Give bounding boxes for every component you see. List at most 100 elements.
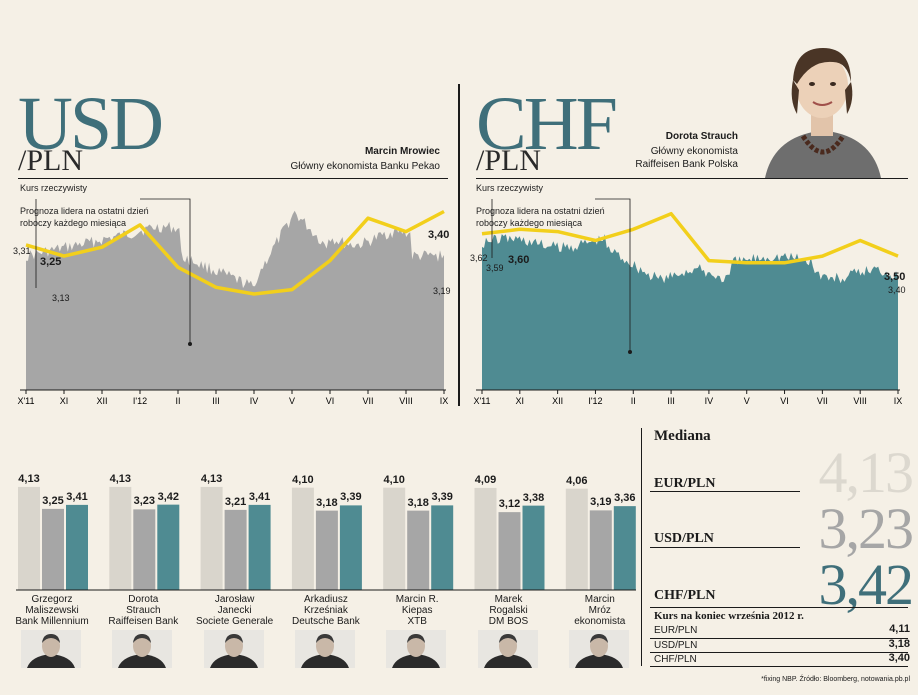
bar-value-label: 3,12 xyxy=(498,498,521,511)
bar-eur xyxy=(18,486,40,590)
chf-pln-chart: X'11 XI XII I'12 II III IV V VI VII VIII IX xyxy=(473,198,903,406)
chf-legend-actual: Kurs rzeczywisty xyxy=(476,183,544,193)
bar-value-label: 4,13 xyxy=(109,472,131,485)
chf-legend-forecast-2: roboczy każdego miesiąca xyxy=(476,218,583,228)
median-usd-label: USD/PLN xyxy=(654,531,714,546)
forecaster-portrait xyxy=(477,630,538,668)
usd-tick-label: VII xyxy=(362,396,373,406)
usd-tick-label: X'11 xyxy=(17,396,34,406)
bar-usd xyxy=(407,510,430,590)
median-usd-value: 3,23 xyxy=(818,496,914,561)
bar-usd xyxy=(133,509,156,590)
bar-usd xyxy=(589,510,612,590)
chf-legend-leader-forecast xyxy=(595,198,631,352)
usd-ann-end-forecast: 3,40 xyxy=(428,229,450,241)
chf-tick-label: IX xyxy=(894,396,903,406)
eom-chf-value: 3,40 xyxy=(888,652,910,664)
forecaster-portrait xyxy=(21,630,81,668)
usd-tick-label: III xyxy=(212,396,220,406)
usd-legend-forecast-2: roboczy każdego miesiąca xyxy=(20,218,127,228)
bar-usd xyxy=(224,509,247,590)
forecaster-name: Jarosław Janecki Societe Generale xyxy=(195,594,274,627)
eom-usd-label: USD/PLN xyxy=(654,640,698,651)
median-eur-value: 4,13 xyxy=(818,440,914,505)
bar-eur xyxy=(291,487,314,590)
bar-usd xyxy=(498,512,521,590)
chf-tick-label: II xyxy=(631,396,636,406)
usd-ann-start-actual: 3,31 xyxy=(13,246,31,256)
bar-value-label: 3,41 xyxy=(66,490,88,503)
usd-legend-actual: Kurs rzeczywisty xyxy=(20,183,88,193)
bar-value-label: 4,13 xyxy=(18,472,40,485)
usd-economist-role: Główny ekonomista Banku Pekao xyxy=(290,161,440,172)
usd-tick-label: IV xyxy=(250,396,259,406)
chf-leader-end-dot xyxy=(628,350,632,354)
bar-value-label: 4,09 xyxy=(474,473,497,486)
chf-economist-name: Dorota Strauch xyxy=(665,131,738,142)
usd-actual-rate-area xyxy=(26,210,444,390)
bar-value-label: 3,41 xyxy=(248,490,271,503)
forecaster-portrait xyxy=(294,630,355,668)
usd-tick-label: II xyxy=(175,396,180,406)
end-of-month-title: Kurs na koniec września 2012 r. xyxy=(654,610,804,622)
eom-eur-label: EUR/PLN xyxy=(654,625,698,636)
forecaster-name: Marek Rogalski DM BOS xyxy=(488,594,529,627)
bar-value-label: 3,18 xyxy=(407,496,429,509)
chf-tick-label: IV xyxy=(705,396,714,406)
bar-value-label: 3,39 xyxy=(431,491,453,504)
bar-value-label: 3,19 xyxy=(590,496,612,509)
chf-tick-label: XII xyxy=(552,396,563,406)
bar-value-label: 3,39 xyxy=(340,491,362,504)
usd-tick-label: I'12 xyxy=(133,396,147,406)
bar-chf xyxy=(248,504,271,590)
eom-chf-label: CHF/PLN xyxy=(654,654,697,665)
chf-forecast-line xyxy=(481,211,899,265)
bar-chf xyxy=(522,505,545,590)
usd-leader-end-dot xyxy=(188,342,192,346)
median-chf-label: CHF/PLN xyxy=(654,588,716,603)
bar-value-label: 3,42 xyxy=(157,490,179,503)
usd-ann-end-actual: 3,19 xyxy=(433,286,451,296)
usd-tick-label: VI xyxy=(326,396,335,406)
chf-economist-role-1: Główny ekonomista xyxy=(650,146,738,157)
source-footnote: *fixing NBP. Źródło: Bloomberg, notowani… xyxy=(761,676,910,683)
bar-value-label: 4,06 xyxy=(566,474,588,487)
chf-legend-forecast-1: Prognoza lidera na ostatni dzień xyxy=(476,206,605,216)
economist-portrait xyxy=(745,40,900,178)
usd-tick-label: IX xyxy=(440,396,449,406)
bar-eur xyxy=(474,487,497,590)
chf-tick-label: VI xyxy=(780,396,789,406)
median-chf-value: 3,42 xyxy=(818,552,914,617)
eom-eur-value: 4,11 xyxy=(889,623,910,635)
bar-usd xyxy=(42,508,64,590)
forecaster-portrait xyxy=(386,630,447,668)
bar-value-label: 3,21 xyxy=(224,495,247,508)
chf-economist-role-2: Raiffeisen Bank Polska xyxy=(635,159,738,170)
bar-eur xyxy=(565,488,588,590)
bar-eur xyxy=(200,486,223,590)
forecaster-name: Marcin R. Kiepas XTB xyxy=(395,594,439,627)
forecaster-portrait xyxy=(203,630,264,668)
usd-forecast-line xyxy=(25,209,445,296)
usd-legend-leader-forecast xyxy=(140,198,191,344)
chf-pair-label: /PLN xyxy=(476,144,542,177)
chf-tick-label: VIII xyxy=(853,396,867,406)
bar-value-label: 3,18 xyxy=(316,496,338,509)
forecaster-name: Grzegorz Maliszewski Bank Millennium xyxy=(15,594,89,627)
median-eur-label: EUR/PLN xyxy=(654,476,716,491)
chf-tick-label: VII xyxy=(817,396,828,406)
usd-economist-name: Marcin Mrowiec xyxy=(364,146,440,157)
bar-eur xyxy=(383,487,406,590)
forecaster-portrait xyxy=(112,630,173,668)
bar-chf xyxy=(613,506,636,590)
usd-tick-label: XI xyxy=(60,396,69,406)
forecasters-bar-chart xyxy=(16,486,636,591)
bar-value-label: 4,10 xyxy=(383,473,405,486)
bar-chf xyxy=(157,504,180,590)
chf-title: CHF xyxy=(476,82,618,166)
chf-tick-label: V xyxy=(744,396,750,406)
chf-tick-label: III xyxy=(667,396,675,406)
forecaster-name: Arkadiusz Krześniak Deutsche Bank xyxy=(291,594,360,627)
chf-ann-end-forecast: 3,50 xyxy=(884,271,906,283)
usd-title: USD xyxy=(18,82,164,166)
